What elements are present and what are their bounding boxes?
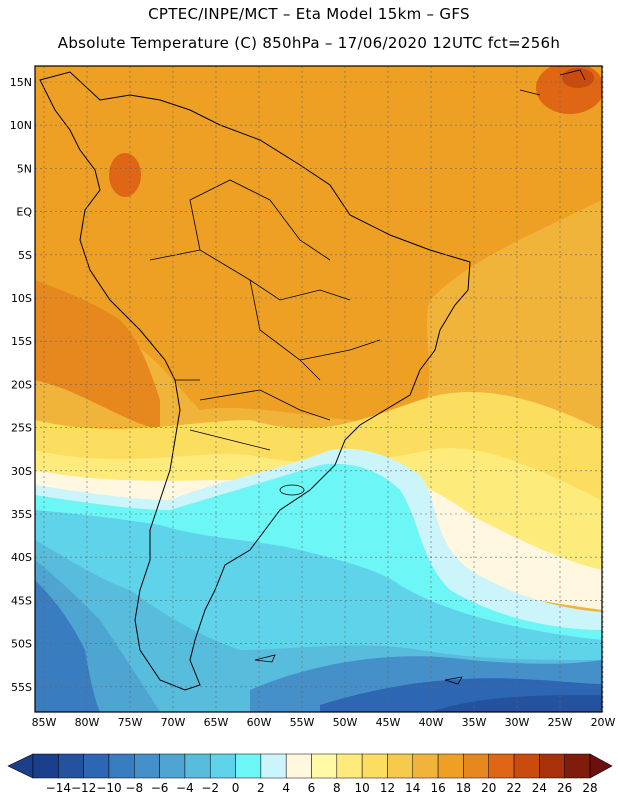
colorbar-label: −12 [71,781,96,795]
lat-tick-label: 10S [11,292,32,305]
lon-tick-label: 40W [419,716,444,729]
colorbar-label: 28 [582,781,597,795]
lon-tick-label: 75W [118,716,143,729]
lat-tick-label: EQ [16,206,32,219]
lat-tick-label: 55S [11,681,32,694]
colorbar-label: 0 [232,781,240,795]
lon-tick-label: 35W [462,716,487,729]
colorbar-swatch [311,753,338,779]
lon-tick-label: 30W [505,716,530,729]
colorbar-swatch [134,753,160,779]
lon-tick-label: 20W [591,716,616,729]
colorbar-swatch [285,753,312,779]
colorbar-swatch [159,753,186,779]
lat-tick-label: 15N [10,76,32,89]
latitude-tick-labels: 15N 10N 5N EQ 5S 10S 15S 20S 25S 30S 35S 40S 45S 50S 5… [10,76,33,694]
colorbar-label: 6 [308,781,316,795]
lon-tick-label: 45W [376,716,401,729]
colorbar-label: 18 [456,781,471,795]
map-title-line-2: Absolute Temperature (C) 850hPa – 17/06/… [57,34,561,52]
colorbar-swatch [539,753,565,779]
colorbar-label: 14 [405,781,420,795]
temperature-field [35,66,602,712]
colorbar-label: 22 [506,781,521,795]
lat-tick-label: 15S [11,335,32,348]
lat-tick-label: 35S [11,508,32,521]
colorbar-label: −10 [96,781,121,795]
lat-tick-label: 25S [11,422,32,435]
colorbar-label: 8 [333,781,341,795]
colorbar-swatch [488,753,515,779]
lon-tick-label: 65W [204,716,229,729]
lon-tick-label: 85W [32,716,57,729]
lon-tick-label: 80W [75,716,100,729]
map-frame [34,65,603,713]
colorbar-swatch [209,753,236,779]
colorbar-label: −8 [125,781,143,795]
colorbar-label: −14 [46,781,71,795]
colorbar-label: 20 [481,781,496,795]
colorbar-label: 12 [380,781,395,795]
colorbar-swatch [83,753,110,779]
map-title-line-1: CPTEC/INPE/MCT – Eta Model 15km – GFS [148,5,470,23]
lat-tick-label: 30S [11,465,32,478]
colorbar-swatch [387,753,414,779]
colorbar-label: −2 [201,781,219,795]
lat-tick-label: 40S [11,551,32,564]
lat-tick-label: 20S [11,378,32,391]
lat-tick-label: 5N [17,162,32,175]
colorbar-swatch [336,753,363,779]
lon-tick-label: 25W [548,716,573,729]
colorbar-swatch [58,753,84,779]
colorbar-tick-labels: −14 −12 −10 −8 −6 −4 −2 0 2 4 6 8 10 12 14 16 18 20 22 24 26… [46,781,598,795]
colorbar-swatch [412,753,439,779]
temperature-colorbar [7,753,613,779]
longitude-tick-labels: 85W 80W 75W 70W 65W 60W 55W 50W 45W 40W 35W 30W 25W 2… [32,716,616,729]
colorbar-label: 16 [430,781,445,795]
lon-tick-label: 50W [333,716,358,729]
colorbar-label: 24 [532,781,547,795]
colorbar-swatch [437,753,464,779]
colorbar-swatch [463,753,489,779]
colorbar-label: 2 [257,781,265,795]
colorbar-label: 10 [354,781,369,795]
lat-tick-label: 10N [10,119,32,132]
colorbar-min-arrow [7,753,34,779]
colorbar-max-arrow [589,753,613,779]
colorbar-swatch [184,753,211,779]
lat-tick-label: 5S [18,249,32,262]
colorbar-swatch [235,753,262,779]
colorbar-swatch [32,753,59,779]
colorbar-swatch [260,753,287,779]
colorbar-swatch [361,753,388,779]
colorbar-swatch [564,753,591,779]
colorbar-label: −6 [151,781,169,795]
colorbar-label: 26 [557,781,572,795]
lon-tick-label: 60W [247,716,272,729]
colorbar-swatch [108,753,135,779]
lon-tick-label: 70W [161,716,186,729]
colorbar-label: 4 [282,781,290,795]
lat-tick-label: 50S [11,638,32,651]
colorbar-swatch [513,753,540,779]
lat-tick-label: 45S [11,594,32,607]
lon-tick-label: 55W [290,716,315,729]
colorbar-label: −4 [176,781,194,795]
